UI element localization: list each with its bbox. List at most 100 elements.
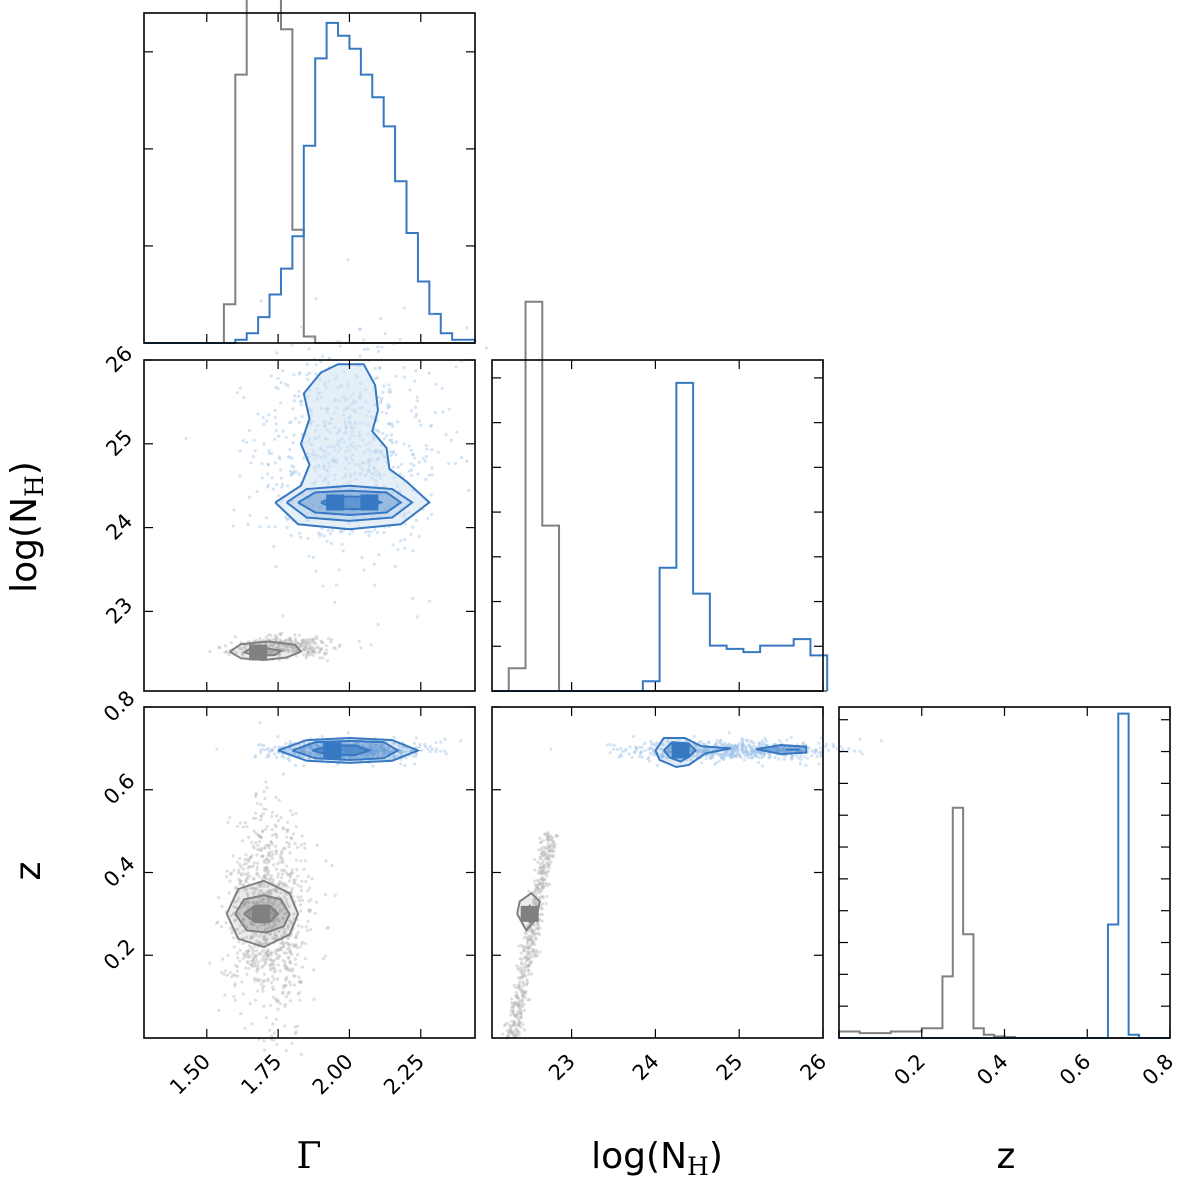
scatter-point-grey [303, 859, 308, 863]
scatter-point-grey [226, 953, 230, 958]
scatter-point-blue [719, 738, 723, 742]
scatter-point-blue [366, 753, 370, 757]
scatter-point-grey [260, 965, 264, 969]
scatter-point-grey [307, 637, 311, 641]
scatter-point-grey [258, 934, 262, 938]
scatter-point-grey [254, 831, 258, 835]
scatter-point-blue [724, 753, 728, 757]
scatter-point-blue [750, 750, 755, 754]
scatter-point-grey [512, 1012, 516, 1016]
scatter-point-blue [748, 745, 752, 749]
scatter-point-blue [368, 751, 373, 755]
scatter-point-grey [259, 836, 264, 840]
scatter-point-blue [722, 755, 727, 760]
scatter-point-blue [737, 741, 741, 746]
scatter-point-grey [282, 941, 286, 945]
scatter-point-grey [241, 903, 246, 908]
scatter-point-grey [298, 980, 303, 984]
scatter-point-blue [389, 453, 394, 458]
scatter-point-grey [277, 818, 281, 823]
scatter-point-grey [513, 1021, 517, 1025]
scatter-point-grey [264, 1016, 269, 1020]
scatter-point-blue [701, 750, 705, 754]
scatter-point-grey [225, 973, 229, 977]
scatter-point-grey [307, 910, 312, 914]
scatter-point-grey [555, 834, 560, 838]
scatter-point-grey [530, 930, 534, 934]
scatter-point-grey [288, 999, 292, 1003]
scatter-point-blue [413, 368, 418, 373]
scatter-point-grey [232, 994, 236, 999]
scatter-point-blue [783, 754, 787, 758]
scatter-point-blue [376, 751, 380, 756]
scatter-point-grey [306, 640, 311, 644]
scatter-point-grey [252, 861, 256, 865]
scatter-point-grey [245, 960, 249, 964]
scatter-point-blue [749, 746, 753, 750]
scatter-point-grey [258, 978, 262, 982]
scatter-point-grey [300, 940, 304, 944]
scatter-point-blue [708, 756, 712, 760]
scatter-point-grey [298, 903, 302, 907]
joint-group-z_vs_gamma [208, 721, 463, 1056]
scatter-point-grey [510, 997, 514, 1001]
scatter-point-blue [383, 748, 387, 752]
scatter-point-grey [266, 947, 270, 952]
scatter-point-grey [263, 938, 267, 942]
scatter-point-grey [506, 1032, 510, 1036]
scatter-point-grey [272, 995, 276, 999]
scatter-point-grey [519, 975, 524, 979]
scatter-point-blue [709, 757, 713, 761]
scatter-point-grey [271, 900, 275, 905]
scatter-point-blue [612, 743, 616, 748]
scatter-point-grey [286, 941, 290, 946]
scatter-point-grey [520, 975, 524, 980]
scatter-point-grey [262, 875, 266, 879]
scatter-point-blue [261, 747, 265, 751]
scatter-point-blue [373, 366, 377, 371]
scatter-point-grey [276, 929, 281, 934]
scatter-point-grey [288, 873, 292, 877]
scatter-point-blue [778, 738, 782, 743]
scatter-point-grey [280, 851, 284, 855]
scatter-point-grey [253, 794, 258, 799]
scatter-point-blue [777, 757, 781, 761]
scatter-point-grey [293, 944, 297, 949]
scatter-point-blue [273, 415, 277, 419]
scatter-point-blue [702, 747, 706, 751]
scatter-point-blue [699, 740, 703, 744]
scatter-point-grey [285, 951, 289, 955]
scatter-point-grey [537, 881, 542, 886]
scatter-point-grey [292, 983, 297, 987]
scatter-point-grey [266, 889, 270, 893]
scatter-point-blue [289, 533, 293, 538]
scatter-point-grey [296, 874, 300, 878]
scatter-point-grey [265, 873, 269, 877]
scatter-point-grey [521, 946, 526, 950]
scatter-point-grey [286, 885, 290, 889]
scatter-point-grey [283, 912, 287, 916]
scatter-point-grey [286, 968, 291, 972]
scatter-point-blue [726, 742, 730, 747]
scatter-point-blue [315, 744, 319, 749]
scatter-point-grey [266, 977, 270, 981]
scatter-point-grey [539, 876, 544, 881]
scatter-point-blue [427, 371, 431, 375]
scatter-point-blue [267, 448, 271, 452]
scatter-point-grey [254, 792, 258, 796]
scatter-point-blue [276, 387, 280, 391]
scatter-point-blue [379, 744, 383, 749]
scatter-point-grey [288, 968, 292, 972]
scatter-point-grey [314, 900, 319, 904]
scatter-point-blue [369, 751, 374, 755]
scatter-point-grey [510, 1019, 514, 1023]
scatter-point-grey [283, 1004, 287, 1008]
scatter-point-grey [269, 981, 274, 985]
scatter-point-blue [700, 748, 704, 752]
scatter-point-grey [540, 902, 545, 906]
scatter-point-grey [271, 920, 275, 924]
scatter-point-blue [429, 424, 433, 428]
scatter-point-grey [276, 948, 280, 953]
scatter-point-grey [535, 953, 539, 958]
scatter-point-blue [419, 423, 423, 427]
